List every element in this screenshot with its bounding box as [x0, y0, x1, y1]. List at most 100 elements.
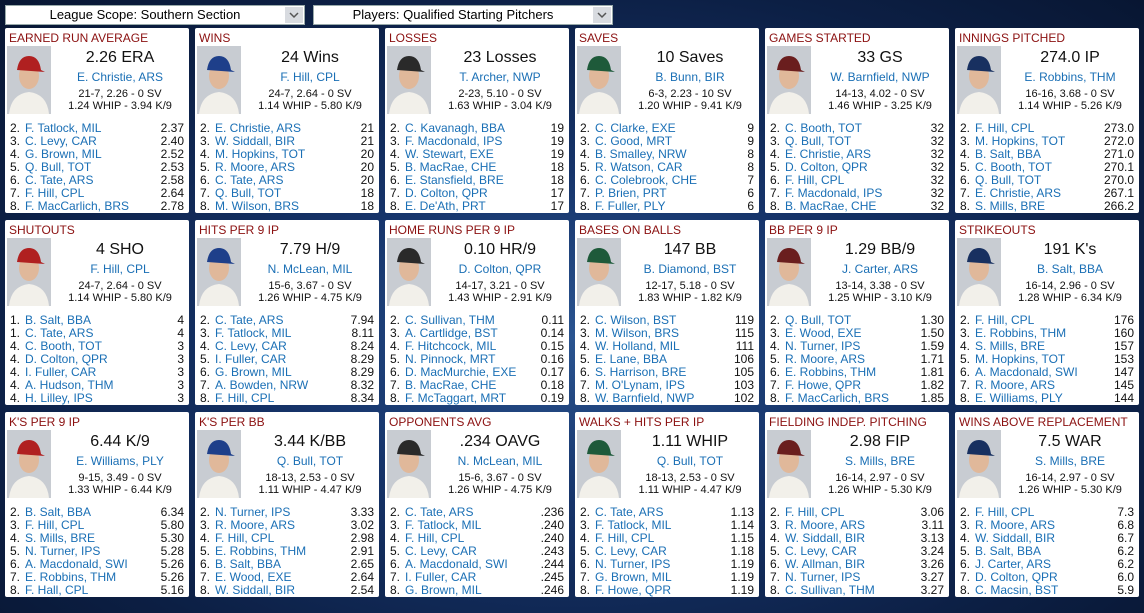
- stat-value: 271.0: [1103, 147, 1134, 161]
- player-name: S. Mills, BRE: [975, 199, 1046, 213]
- stat-value: 1.59: [920, 339, 944, 353]
- stat-value: 5.26: [160, 570, 184, 584]
- stat-value: 5.80: [160, 518, 184, 532]
- leader-row: 5. D. Colton, QPR 32: [765, 161, 949, 174]
- rank: 4.: [10, 391, 21, 405]
- stat-value: 115: [734, 326, 754, 340]
- player-name: A. Macdonald, SWI: [25, 557, 128, 571]
- stat-value: .240: [540, 518, 564, 532]
- leader-value: 10 Saves: [656, 49, 724, 66]
- leader-row: 6. N. Turner, IPS 1.19: [575, 558, 759, 571]
- leader-row: 8. F. MacCarlich, BRS 1.85: [765, 392, 949, 405]
- rank: 5.: [390, 160, 401, 174]
- leader-record: 13-14, 3.38 - 0 SV: [835, 280, 925, 292]
- rank: 2.: [200, 121, 211, 135]
- stat-value: 0.18: [540, 378, 564, 392]
- stat-value: 8.32: [350, 378, 374, 392]
- rank: 2.: [10, 505, 21, 519]
- stat-value: 20: [360, 147, 374, 161]
- rank: 7.: [580, 570, 591, 584]
- player-name: E. Wood, EXE: [785, 326, 862, 340]
- leader-rates: 1.33 WHIP - 6.44 K/9: [68, 484, 172, 496]
- rank: 8.: [770, 583, 781, 597]
- player-name: W. Siddall, BIR: [215, 583, 296, 597]
- stat-value: 119: [734, 313, 754, 327]
- leader-rates: 1.46 WHIP - 3.25 K/9: [828, 100, 932, 112]
- rank: 7.: [200, 186, 211, 200]
- leader-record: 18-13, 2.53 - 0 SV: [265, 472, 355, 484]
- player-name: R. Moore, ARS: [785, 518, 866, 532]
- stat-value: 144: [1113, 391, 1134, 405]
- stat-value: 2.78: [160, 199, 184, 213]
- leader-card: K'S PER BB 3.44 K/BB Q. Bull, TOT 18-13, 2.…: [195, 412, 379, 597]
- stat-value: 3.11: [921, 518, 944, 532]
- player-name: B. Salt, BBA: [25, 505, 92, 519]
- player-photo: [7, 46, 51, 114]
- stat-value: 3: [177, 339, 184, 353]
- rank: 4.: [10, 531, 21, 545]
- rank: 4.: [10, 365, 21, 379]
- leader-row: 5. R. Moore, ARS 1.71: [765, 353, 949, 366]
- leader-row: 6. C. Tate, ARS 20: [195, 174, 379, 187]
- stat-value: 32: [930, 134, 944, 148]
- leader-row: 3. M. Hopkins, TOT 272.0: [955, 135, 1139, 148]
- player-name: F. Howe, QPR: [595, 583, 672, 597]
- scope-dropdown[interactable]: League Scope: Southern Section: [5, 5, 305, 25]
- rank: 2.: [200, 505, 211, 519]
- leader-value: 33 GS: [857, 49, 903, 66]
- player-photo: [577, 238, 621, 306]
- leader-row: 7. F. Hill, CPL 2.64: [5, 187, 189, 200]
- rank: 3.: [770, 134, 781, 148]
- rank: 6.: [580, 557, 591, 571]
- stat-value: 2.37: [160, 121, 184, 135]
- leader-row: 5. R. Moore, ARS 20: [195, 161, 379, 174]
- stat-value: 6.34: [160, 505, 184, 519]
- leader-record: 2-23, 5.10 - 0 SV: [458, 88, 542, 100]
- leader-card: LOSSES 23 Losses T. Archer, NWP 2-23, 5.10 …: [385, 28, 569, 213]
- players-dropdown[interactable]: Players: Qualified Starting Pitchers: [313, 5, 613, 25]
- stat-value: 2.64: [160, 186, 184, 200]
- stat-value: 3.27: [920, 583, 944, 597]
- player-name: W. Barnfield, NWP: [595, 391, 695, 405]
- player-name: B. Salt, BBA: [975, 147, 1042, 161]
- stat-value: 6.2: [1117, 557, 1134, 571]
- rank: 4.: [10, 147, 21, 161]
- rank: 5.: [390, 544, 401, 558]
- leader-row: 3. C. Levy, CAR 2.40: [5, 135, 189, 148]
- rank: 2.: [960, 313, 971, 327]
- player-name: C. Clarke, EXE: [595, 121, 676, 135]
- leader-value: 3.44 K/BB: [273, 433, 347, 450]
- leader-row: 2. C. Clarke, EXE 9: [575, 122, 759, 135]
- leader-row: 8. C. Macsin, BST 5.9: [955, 584, 1139, 597]
- rank: 3.: [200, 326, 211, 340]
- stat-value: 32: [930, 160, 944, 174]
- leader-row: 4. F. Hitchcock, MIL 0.15: [385, 340, 569, 353]
- leader-row: 7. P. Brien, PRT 6: [575, 187, 759, 200]
- player-name: C. Kavanagh, BBA: [405, 121, 506, 135]
- player-name: F. Hill, CPL: [975, 313, 1035, 327]
- player-name: S. Mills, BRE: [25, 531, 96, 545]
- rank: 7.: [960, 378, 971, 392]
- player-name: F. Hill, CPL: [25, 518, 85, 532]
- stat-value: 8.29: [350, 352, 374, 366]
- player-name: E. Williams, PLY: [975, 391, 1063, 405]
- leader-value: 2.98 FIP: [849, 433, 911, 450]
- rank: 1.: [10, 313, 21, 327]
- leader-value: 1.11 WHIP: [651, 433, 729, 450]
- player-name: F. Hitchcock, MIL: [405, 339, 497, 353]
- stat-value: 18: [360, 186, 374, 200]
- stat-value: 8: [747, 160, 754, 174]
- player-name: H. Lilley, IPS: [25, 391, 93, 405]
- stat-value: 32: [930, 121, 944, 135]
- leader-card: GAMES STARTED 33 GS W. Barnfield, NWP 14-13…: [765, 28, 949, 213]
- leader-record: 18-13, 2.53 - 0 SV: [645, 472, 735, 484]
- rank: 2.: [580, 121, 591, 135]
- leader-row: 8. E. Williams, PLY 144: [955, 392, 1139, 405]
- rank: 7.: [770, 378, 781, 392]
- leader-row: 5. C. Levy, CAR 1.18: [575, 545, 759, 558]
- player-name: E. Christie, ARS: [975, 186, 1062, 200]
- stat-value: 1.15: [730, 531, 754, 545]
- card-title: BB PER 9 IP: [769, 223, 838, 237]
- rank: 4.: [960, 147, 971, 161]
- leader-rates: 1.25 WHIP - 3.10 K/9: [828, 292, 932, 304]
